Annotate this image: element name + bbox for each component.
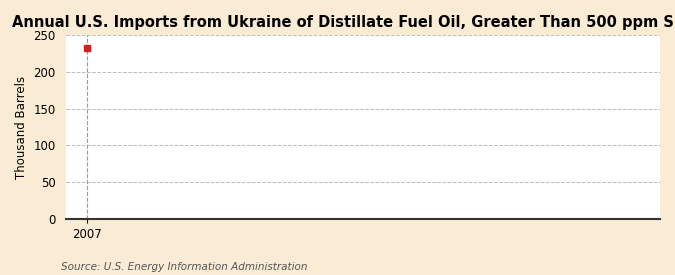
Text: Source: U.S. Energy Information Administration: Source: U.S. Energy Information Administ… (61, 262, 307, 272)
Title: Annual U.S. Imports from Ukraine of Distillate Fuel Oil, Greater Than 500 ppm Su: Annual U.S. Imports from Ukraine of Dist… (12, 15, 675, 30)
Y-axis label: Thousand Barrels: Thousand Barrels (15, 75, 28, 178)
